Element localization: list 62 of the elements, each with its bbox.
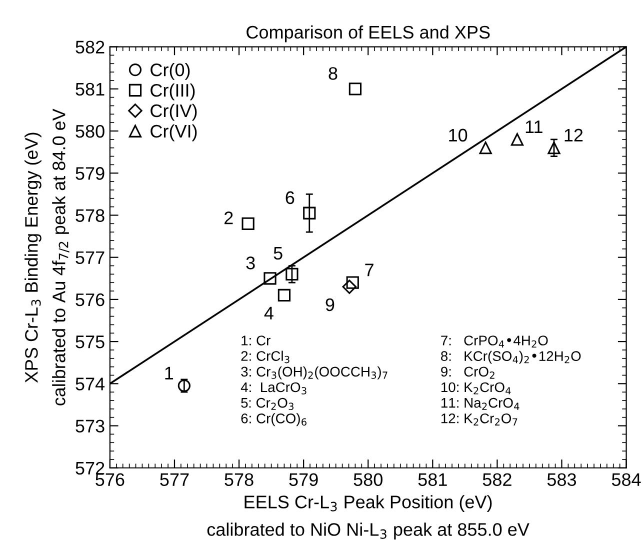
annotation: 6: Cr(CO)$_{6}$ xyxy=(241,413,306,426)
point xyxy=(346,276,359,289)
annotation: 2: CrCl$_{3}$ xyxy=(241,350,290,364)
annotation: 3: Cr$_{3}$(OH)$_{2}$(OOCCH$_{3}$)$_{7}$ xyxy=(241,366,388,380)
annotation: 11 xyxy=(526,120,542,133)
point xyxy=(342,280,357,294)
x-tick-label: 583 xyxy=(547,473,576,486)
chart-title: Comparison of EELS and XPS xyxy=(246,25,490,42)
y-tick-label: 579 xyxy=(76,167,104,180)
x-tick-label: 581 xyxy=(418,473,447,486)
point xyxy=(178,379,190,392)
legend-label: Cr(IV) xyxy=(150,104,197,121)
annotation: 6 xyxy=(286,191,294,204)
point xyxy=(510,133,524,146)
annotation: 5 xyxy=(274,246,282,260)
y-tick-label: 581 xyxy=(76,82,104,96)
annotation: 7: CrPO$_{4}$•4H$_{2}$O xyxy=(441,336,548,348)
annotation: 4: LaCrO$_{3}$ xyxy=(240,382,306,394)
point xyxy=(548,142,560,154)
annotation: 10: K$_{2}$CrO$_{4}$ xyxy=(441,382,511,394)
y-tick-label: 574 xyxy=(76,378,105,390)
x-tick-label: 579 xyxy=(289,473,318,486)
legend-label: Cr(VI) xyxy=(150,124,197,142)
x-tick-label: 584 xyxy=(612,473,641,486)
legend-label: Cr(0) xyxy=(150,63,190,80)
annotation: 3 xyxy=(246,256,255,270)
annotation: 8 xyxy=(328,67,338,80)
y-axis-title: XPS Cr-L$_{3}$ Binding Energy (eV) calibrated to Au 4f$_{7/2}$ peak at 84.0 eV xyxy=(24,108,70,406)
annotation: 2 xyxy=(224,212,233,224)
y-tick-label: 573 xyxy=(76,420,104,432)
annotation: 1 xyxy=(165,366,174,380)
point xyxy=(278,288,291,302)
y-tick-label: 578 xyxy=(76,209,104,222)
point xyxy=(286,268,298,280)
point xyxy=(303,206,316,220)
annotation: 12 xyxy=(564,128,583,142)
x-tick-label: 576 xyxy=(96,473,124,486)
y-tick-label: 576 xyxy=(76,293,104,306)
annotation: 4 xyxy=(264,306,274,320)
annotation: 10 xyxy=(449,128,468,142)
annotation: 8: KCr(SO$_{4}$)$_{2}$•12H$_{2}$O xyxy=(441,350,581,364)
x-tick-label: 577 xyxy=(160,473,189,486)
point xyxy=(264,272,276,285)
annotation: 9 xyxy=(326,298,334,312)
annotation: 5: Cr$_{2}$O$_{3}$ xyxy=(241,398,294,410)
point xyxy=(479,142,492,154)
annotation: 11: Na$_{2}$CrO$_{4}$ xyxy=(441,398,520,410)
x-tick-label: 578 xyxy=(224,473,254,486)
y-tick-label: 582 xyxy=(76,40,104,54)
point xyxy=(242,217,254,230)
y-tick-label: 580 xyxy=(76,124,104,138)
x-axis-title: EELS Cr-L$_{3}$ Peak Position (eV) calibrated to NiO Ni-L$_{3}$ peak at 855.0 eV xyxy=(207,495,530,540)
x-tick-label: 580 xyxy=(354,473,382,486)
y-tick-label: 575 xyxy=(76,336,104,348)
annotation: 9: CrO$_{2}$ xyxy=(441,366,494,379)
point xyxy=(348,82,362,96)
y-tick-label: 577 xyxy=(76,251,104,264)
annotation: 12: K$_{2}$Cr$_{2}$O$_{7}$ xyxy=(441,413,518,426)
annotation: 1: Cr xyxy=(242,336,270,346)
legend-label: Cr(III) xyxy=(150,83,195,100)
x-tick-label: 582 xyxy=(482,473,512,486)
annotation: 7 xyxy=(365,264,374,276)
